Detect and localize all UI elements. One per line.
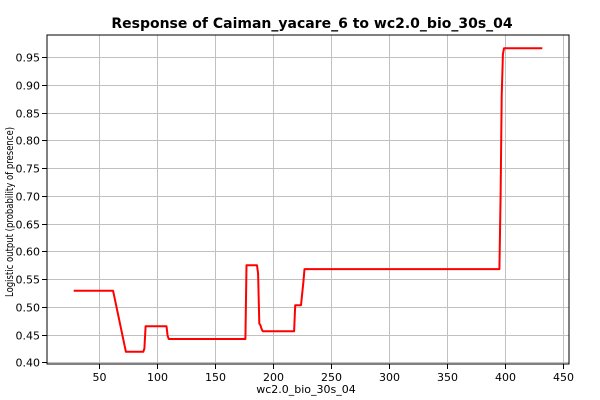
x-tick-label: 200 — [263, 371, 284, 384]
y-axis-label: Logistic output (probability of presence… — [3, 127, 16, 297]
tick-labels: 50 100 150 200 250 300 350 400 450 0.40 0.45 0.50 0.… — [16, 52, 575, 385]
series-layer — [73, 47, 543, 353]
x-tick-label: 300 — [379, 371, 400, 384]
y-tick-label: 0.40 — [16, 357, 41, 370]
x-tick-label: 50 — [93, 371, 107, 384]
x-tick-label: 150 — [205, 371, 226, 384]
y-tick-label: 0.85 — [16, 108, 41, 121]
x-tick-label: 450 — [553, 371, 574, 384]
y-tick-label: 0.45 — [16, 330, 41, 343]
x-tick-label: 350 — [437, 371, 458, 384]
y-tick-label: 0.50 — [16, 302, 41, 315]
y-tick-label: 0.70 — [16, 191, 41, 204]
y-tick-label: 0.80 — [16, 135, 41, 148]
y-tick-label: 0.90 — [16, 80, 41, 93]
y-tick-label: 0.95 — [16, 52, 41, 65]
y-tick-label: 0.60 — [16, 246, 41, 259]
chart-title: Response of Caiman_yacare_6 to wc2.0_bio… — [111, 16, 513, 32]
plot-frame — [46, 34, 570, 365]
x-tick-label: 250 — [321, 371, 342, 384]
ticks — [42, 57, 564, 369]
y-tick-label: 0.55 — [16, 274, 41, 287]
x-axis-label: wc2.0_bio_30s_04 — [256, 383, 356, 396]
x-tick-label: 100 — [147, 371, 168, 384]
x-tick-label: 400 — [495, 371, 516, 384]
y-tick-label: 0.65 — [16, 219, 41, 232]
y-tick-label: 0.75 — [16, 163, 41, 176]
grid — [47, 35, 569, 364]
response-curve — [73, 47, 543, 353]
